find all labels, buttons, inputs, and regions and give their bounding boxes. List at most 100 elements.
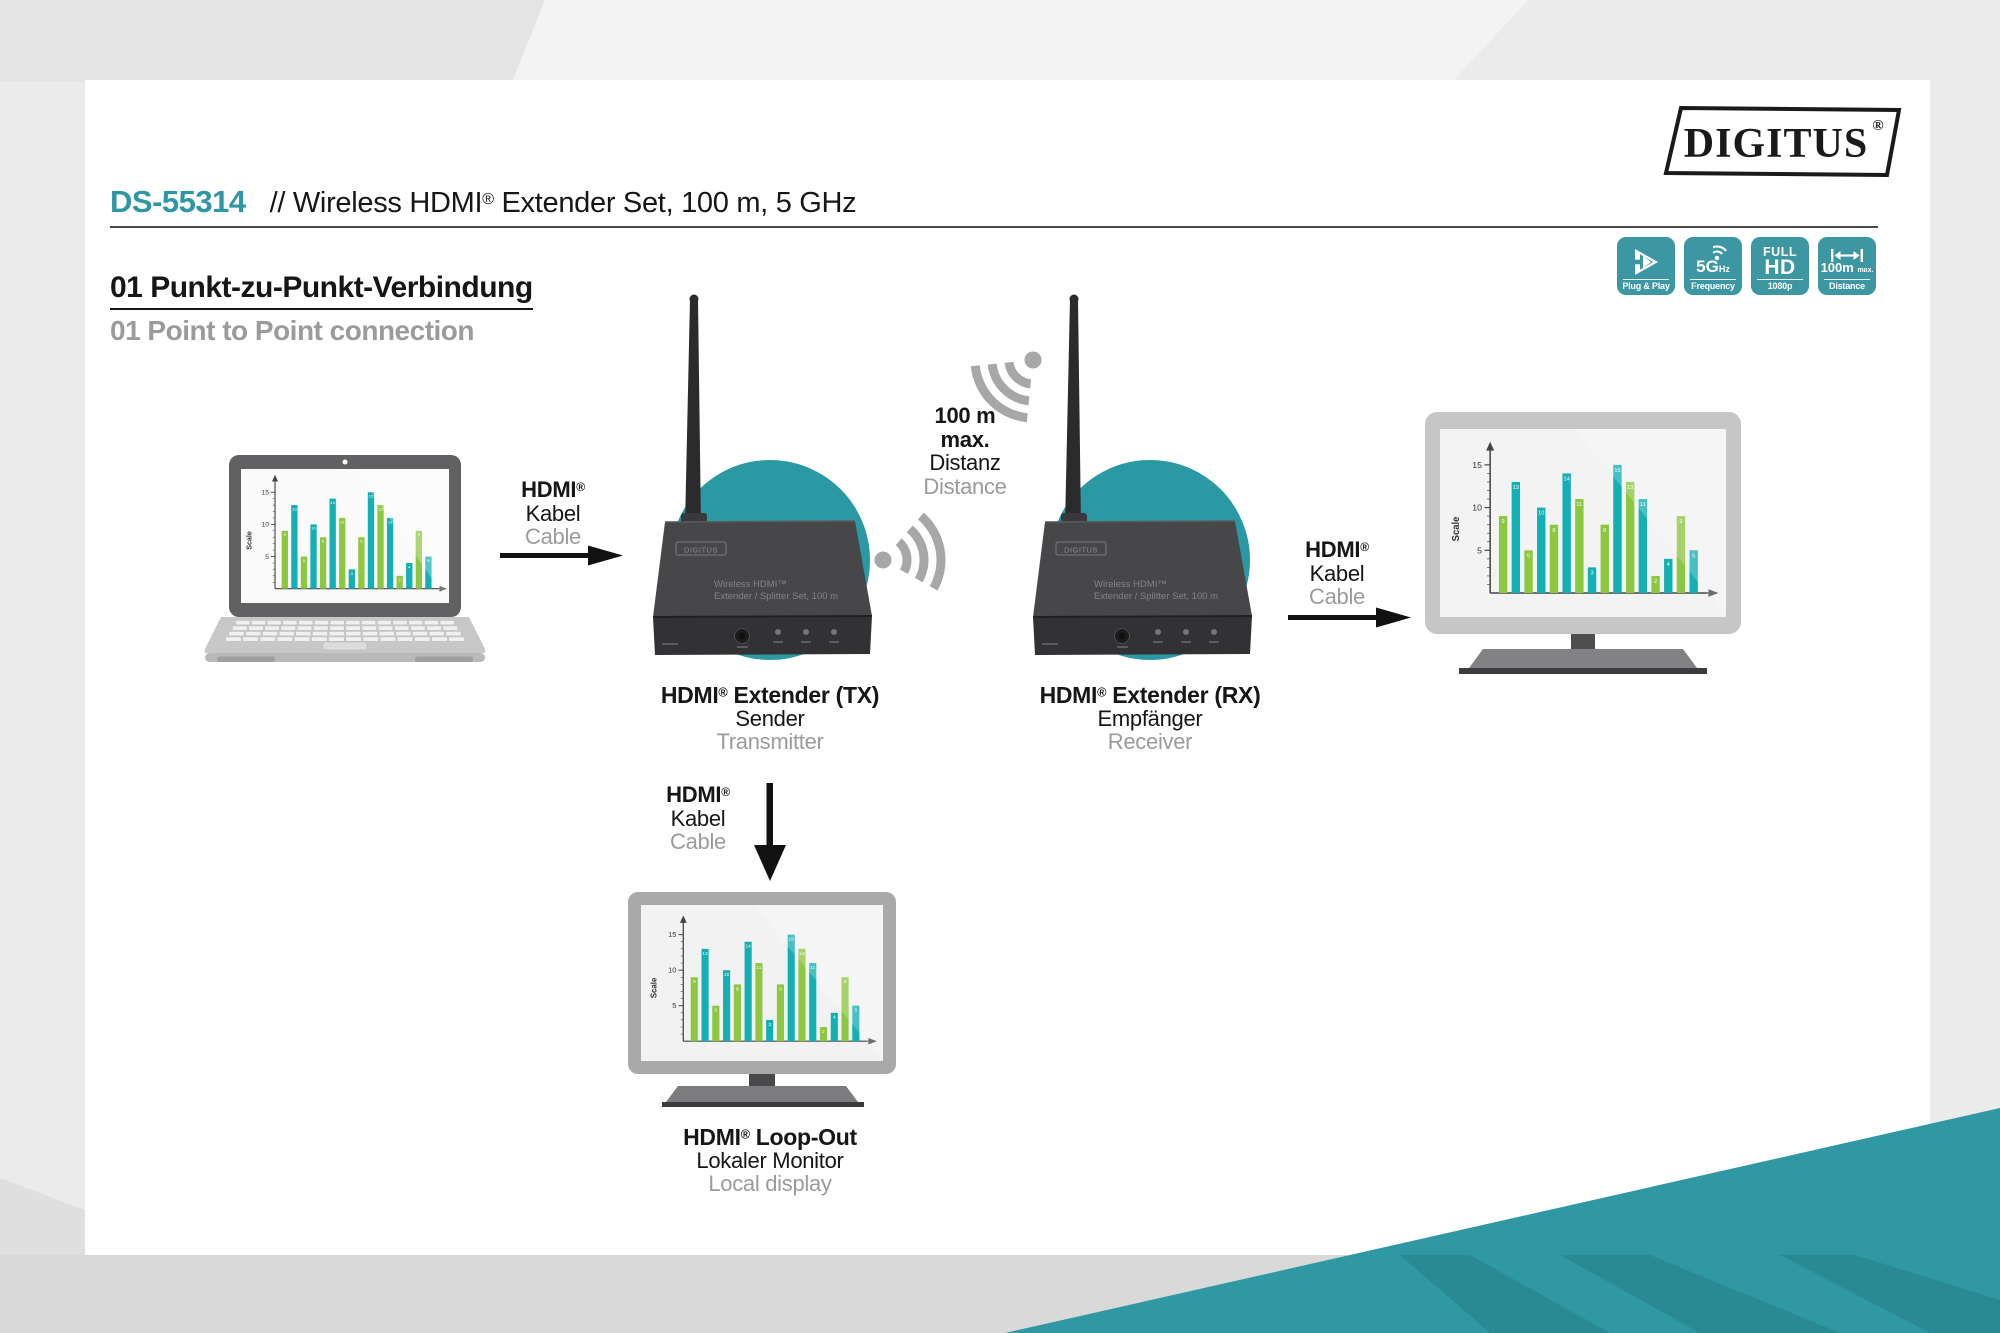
- svg-text:11: 11: [340, 519, 345, 524]
- header-rule: [110, 226, 1878, 228]
- rx-device-illustration: DIGITUS Wireless HDMI™ Extender / Splitt…: [1032, 294, 1253, 660]
- tx-device-illustration: DIGITUS Wireless HDMI™ Extender / Splitt…: [652, 294, 873, 660]
- svg-text:11: 11: [1576, 502, 1582, 508]
- brand-logo: DIGITUS ®: [1650, 102, 1910, 187]
- digitus-logo-icon: DIGITUS ®: [1663, 105, 1902, 178]
- svg-text:Extender / Splitter Set, 100 m: Extender / Splitter Set, 100 m: [714, 591, 838, 602]
- svg-text:9: 9: [844, 979, 847, 984]
- svg-text:14: 14: [330, 500, 335, 505]
- svg-text:9: 9: [418, 532, 421, 537]
- svg-text:11: 11: [388, 519, 393, 524]
- svg-text:5: 5: [1477, 546, 1482, 556]
- svg-text:Scale: Scale: [244, 531, 253, 550]
- local-monitor-illustration: 5 10 15 Scale 9 13 5 10 8 14 11 3 8 15 13 11 2 4 9 5: [628, 892, 896, 1107]
- svg-text:9: 9: [1502, 519, 1505, 525]
- svg-text:DIGITUS: DIGITUS: [1064, 546, 1098, 555]
- laptop-illustration: 5 10 15 Scale 9 13 5 10 8 14 11 3 8 15 13 11 2 4 9 5: [205, 455, 485, 662]
- page-header: DS-55314 // Wireless HDMI® Extender Set,…: [110, 184, 857, 220]
- product-code: DS-55314: [110, 184, 246, 219]
- svg-text:5: 5: [714, 1008, 717, 1013]
- heading-german: 01 Punkt-zu-Punkt-Verbindung: [110, 271, 533, 310]
- svg-text:5: 5: [854, 1008, 857, 1013]
- badge-label: 1080p: [1767, 281, 1793, 291]
- badge-frequency: 5GHz Frequency: [1684, 237, 1742, 295]
- tx-label: HDMI® Extender (TX) Sender Transmitter: [660, 682, 880, 754]
- svg-text:5: 5: [1692, 554, 1695, 560]
- svg-text:9: 9: [1679, 519, 1682, 525]
- tv-illustration: 5 10 15 Scale 9 13 5 10 8 14 11 3 8 15 13 11 2 4 9 5: [1425, 412, 1741, 674]
- svg-text:10: 10: [1538, 511, 1544, 517]
- svg-text:8: 8: [736, 986, 739, 991]
- svg-text:10: 10: [311, 526, 316, 531]
- bar-chart: 5 10 15 Scale 9 13 5 10 8 14 11 3 8 15 13 11 2 4 9 5: [1451, 441, 1719, 597]
- svg-text:2: 2: [1654, 579, 1657, 585]
- svg-text:11: 11: [756, 965, 761, 970]
- svg-text:5: 5: [1527, 554, 1530, 560]
- wifi-signal-icon: [970, 332, 1068, 423]
- svg-text:10: 10: [262, 522, 270, 529]
- svg-text:®: ®: [1872, 118, 1883, 134]
- svg-text:5: 5: [265, 554, 269, 561]
- svg-text:DIGITUS: DIGITUS: [684, 546, 718, 555]
- badge-label: Distance: [1829, 281, 1865, 291]
- svg-text:DIGITUS: DIGITUS: [1684, 121, 1868, 167]
- badge-label: Plug & Play: [1622, 281, 1670, 291]
- rx-label: HDMI® Extender (RX) Empfänger Receiver: [1039, 682, 1261, 754]
- badge-full-hd: FULL HD 1080p: [1751, 237, 1809, 295]
- svg-text:9: 9: [284, 532, 287, 537]
- bar-chart: 5 10 15 Scale 9 13 5 10 8 14 11 3 8 15 13 11 2 4 9 5: [244, 474, 448, 592]
- hdmi-cable-label-3: HDMI® Kabel Cable: [666, 782, 730, 854]
- svg-text:15: 15: [369, 494, 374, 499]
- svg-text:15: 15: [668, 931, 676, 939]
- svg-text:5: 5: [672, 1002, 676, 1010]
- arrow-right-icon: [1288, 607, 1411, 628]
- product-title: // Wireless HDMI® Extender Set, 100 m, 5…: [269, 187, 857, 219]
- svg-text:8: 8: [1552, 528, 1555, 534]
- svg-text:15: 15: [262, 490, 270, 497]
- hdmi-cable-label-1: HDMI® Kabel Cable: [521, 477, 585, 549]
- arrow-down-icon: [754, 783, 786, 881]
- play-icon: [1631, 249, 1658, 275]
- wifi-signal-icon: [867, 498, 946, 608]
- heading-english: 01 Point to Point connection: [110, 315, 474, 346]
- svg-text:13: 13: [378, 507, 383, 512]
- teal-corner-wedge: [1005, 1108, 2000, 1333]
- svg-text:3: 3: [351, 571, 354, 576]
- svg-text:Wireless HDMI™: Wireless HDMI™: [714, 579, 787, 590]
- svg-text:5: 5: [303, 558, 306, 563]
- svg-text:Extender / Splitter Set, 100 m: Extender / Splitter Set, 100 m: [1094, 591, 1218, 602]
- svg-text:11: 11: [810, 965, 815, 970]
- arrow-right-icon: [500, 545, 623, 566]
- wifi-icon: [1713, 245, 1727, 261]
- svg-text:13: 13: [799, 951, 805, 956]
- svg-text:8: 8: [360, 539, 363, 544]
- svg-text:3: 3: [768, 1022, 771, 1027]
- svg-text:14: 14: [1564, 477, 1570, 483]
- svg-text:13: 13: [292, 507, 297, 512]
- svg-text:8: 8: [322, 539, 325, 544]
- svg-text:2: 2: [399, 577, 402, 582]
- svg-text:10: 10: [724, 972, 730, 977]
- badge-distance: 100m max. Distance: [1818, 237, 1876, 295]
- distance-icon: [1831, 249, 1863, 262]
- laptop-keys: [225, 620, 465, 642]
- svg-text:15: 15: [1614, 468, 1620, 474]
- svg-text:14: 14: [745, 944, 751, 949]
- svg-text:9: 9: [693, 979, 696, 984]
- svg-text:11: 11: [1640, 502, 1646, 508]
- svg-text:8: 8: [1603, 528, 1606, 534]
- svg-text:Scale: Scale: [649, 977, 658, 998]
- hdmi-cable-label-2: HDMI® Kabel Cable: [1305, 537, 1369, 609]
- bar-chart: 5 10 15 Scale 9 13 5 10 8 14 11 3 8 15 13 11 2 4 9 5: [649, 915, 877, 1045]
- feature-badges: Plug & Play 5GHz Frequency FULL HD 1080p: [1617, 237, 1876, 295]
- distance-label: 100 m max. Distanz Distance: [923, 403, 1007, 499]
- svg-text:15: 15: [789, 937, 795, 942]
- svg-text:Scale: Scale: [1451, 516, 1462, 541]
- svg-text:4: 4: [1667, 562, 1670, 568]
- svg-text:5: 5: [427, 558, 430, 563]
- svg-text:4: 4: [408, 564, 411, 569]
- svg-text:Wireless HDMI™: Wireless HDMI™: [1094, 579, 1167, 590]
- svg-text:3: 3: [1590, 571, 1593, 577]
- svg-text:2: 2: [822, 1029, 825, 1034]
